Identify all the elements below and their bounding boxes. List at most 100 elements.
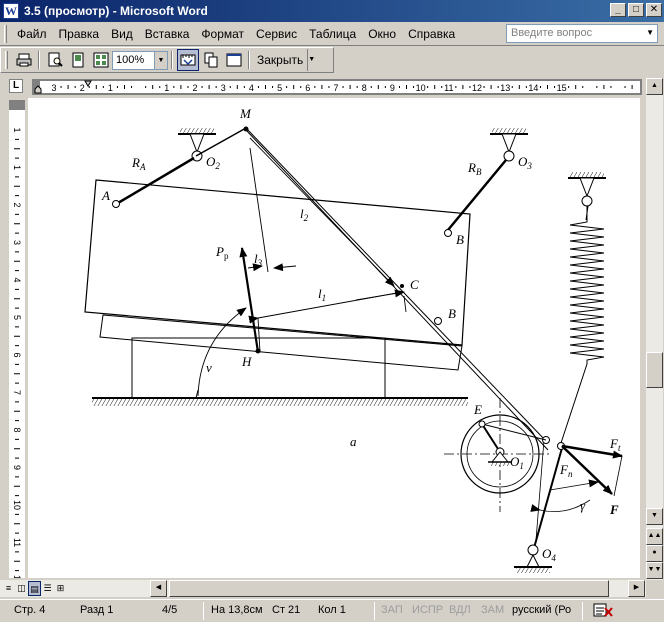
horizontal-scrollbar[interactable]: ≡ ◫ ▤ ☰ ⊞ ◀ ▶ <box>0 580 646 597</box>
label-b1: B <box>456 232 464 247</box>
reading-view-button[interactable]: ⊞ <box>56 583 65 593</box>
window-controls: _ □ ✕ <box>608 3 662 17</box>
tab-stop-selector[interactable]: L <box>9 79 23 93</box>
ruler-label: 2 <box>192 83 197 93</box>
label-h: H <box>241 354 252 369</box>
menu-tools[interactable]: Сервис <box>256 26 298 41</box>
toolbar-grip[interactable] <box>5 51 8 69</box>
menu-table[interactable]: Таблица <box>309 26 357 41</box>
menu-insert[interactable]: Вставка <box>144 26 190 41</box>
ruler-label: 1 <box>12 127 22 132</box>
label-a-figure: a <box>350 434 357 449</box>
menu-file[interactable]: Файл <box>17 26 47 41</box>
shrink-to-fit-button[interactable] <box>200 49 222 71</box>
view-ruler-button[interactable] <box>177 49 199 71</box>
mechanism-diagram: M RA O2 A RB O3 l2 B Pр l3 C l1 B H ν a … <box>84 106 623 573</box>
chevron-down-icon[interactable]: ▼ <box>154 51 167 69</box>
ruler-label: 8 <box>12 427 22 432</box>
maximize-button[interactable]: □ <box>628 3 644 17</box>
ruler-label: 3 <box>12 240 22 245</box>
label-o3: O3 <box>518 154 532 171</box>
ruler-label: 3 <box>51 83 56 93</box>
vertical-scroll-thumb[interactable] <box>646 352 663 388</box>
platform-body <box>84 179 471 346</box>
chevron-down-icon[interactable]: ▼ <box>646 28 654 37</box>
menu-help[interactable]: Справка <box>408 26 456 41</box>
status-position: На 13,8см <box>211 604 263 616</box>
spring-coil <box>569 206 605 364</box>
ruler-label: 1 <box>164 83 169 93</box>
label-gamma: γ <box>580 498 586 513</box>
help-question-input[interactable]: Введите вопрос ▼ <box>506 24 658 43</box>
cam-wheel <box>444 398 552 512</box>
scroll-down-button[interactable]: ▼ <box>646 508 663 525</box>
normal-view-button[interactable]: ≡ <box>5 583 12 593</box>
document-page: M RA O2 A RB O3 l2 B Pр l3 C l1 B H ν a … <box>28 98 640 578</box>
vertical-scrollbar[interactable]: ▲ ▼ ▲▲ ● ▼▼ <box>646 78 663 580</box>
ground-hatch <box>92 398 468 406</box>
shrink-to-fit-icon <box>204 52 218 68</box>
menubar-grip[interactable] <box>4 24 7 43</box>
toolbar-options-chevron-icon[interactable]: ▼ <box>307 49 315 71</box>
ruler-label: 5 <box>12 315 22 320</box>
view-buttons: ≡ ◫ ▤ ☰ ⊞ <box>2 581 67 596</box>
label-rb: RB <box>467 160 482 177</box>
close-window-button[interactable]: ✕ <box>646 3 662 17</box>
status-column: Кол 1 <box>318 604 346 616</box>
ruler-label: 2 <box>12 202 22 207</box>
previous-page-button[interactable]: ▲▲ <box>646 528 663 545</box>
multiple-pages-button[interactable] <box>90 49 112 71</box>
select-browse-object-button[interactable]: ● <box>646 545 663 562</box>
status-rec[interactable]: ЗАП <box>381 604 403 616</box>
close-preview-button[interactable]: Закрыть <box>257 53 304 67</box>
angle-gamma-arc <box>530 499 591 513</box>
spring-rod <box>559 363 588 447</box>
ruler-label: 10 <box>12 500 22 510</box>
full-screen-button[interactable] <box>223 49 245 71</box>
horizontal-ruler[interactable]: 3 2 1 1 2 3 4 5 6 7 8 9 10 11 12 13 14 15 <box>32 79 642 95</box>
rod-ra <box>117 156 195 205</box>
spelling-status-icon[interactable] <box>592 602 614 621</box>
printer-icon <box>16 53 32 67</box>
scroll-left-button[interactable]: ◀ <box>150 580 167 597</box>
zoom-select[interactable]: 100% ▼ <box>112 50 168 70</box>
preview-toolbar: 100% ▼ Закрыть ▼ <box>0 47 334 73</box>
ruler-label: 12 <box>472 83 482 93</box>
magnifier-button[interactable] <box>44 49 66 71</box>
one-page-button[interactable] <box>67 49 89 71</box>
scroll-up-button[interactable]: ▲ <box>646 78 663 95</box>
status-page: Стр. 4 <box>14 604 46 616</box>
status-overtype[interactable]: ЗАМ <box>481 604 505 616</box>
web-view-button[interactable]: ◫ <box>17 583 26 593</box>
label-a: A <box>101 188 110 203</box>
ruler-label: 12 <box>12 575 22 578</box>
menu-view[interactable]: Вид <box>111 26 133 41</box>
left-indent-marker[interactable] <box>34 85 42 94</box>
support-frame <box>131 337 386 398</box>
ruler-label: 8 <box>362 83 367 93</box>
minimize-button[interactable]: _ <box>610 3 626 17</box>
force-pp <box>239 247 260 353</box>
outline-view-button[interactable]: ☰ <box>43 583 52 593</box>
print-layout-button[interactable]: ▤ <box>28 581 41 596</box>
horizontal-scroll-thumb[interactable] <box>169 580 609 597</box>
menu-format[interactable]: Формат <box>201 26 245 41</box>
print-button[interactable] <box>13 49 35 71</box>
scroll-right-button[interactable]: ▶ <box>628 580 645 597</box>
first-line-indent-marker[interactable] <box>84 80 92 87</box>
status-track-changes[interactable]: ИСПР <box>412 604 444 616</box>
label-o4: O4 <box>542 546 556 563</box>
menu-edit[interactable]: Правка <box>58 26 100 41</box>
status-extend[interactable]: ВДЛ <box>449 604 471 616</box>
ruler-label: 13 <box>500 83 510 93</box>
word-app-icon[interactable]: W <box>3 3 19 19</box>
ruler-label: 10 <box>416 83 426 93</box>
ruler-label: 9 <box>390 83 395 93</box>
support-o3 <box>490 128 528 162</box>
menu-window[interactable]: Окно <box>368 26 397 41</box>
next-page-button[interactable]: ▼▼ <box>646 562 663 579</box>
label-l1: l1 <box>318 286 326 303</box>
platform-base <box>99 314 463 371</box>
ruler-label: 6 <box>12 352 22 357</box>
